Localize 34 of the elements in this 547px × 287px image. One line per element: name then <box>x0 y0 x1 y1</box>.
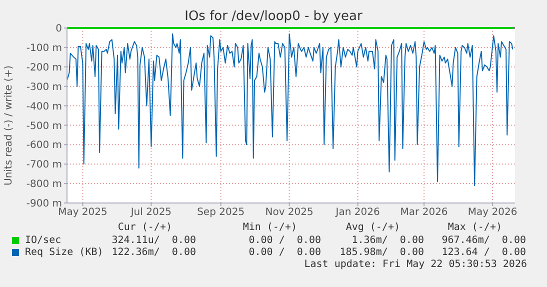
chart-title: IOs for /dev/loop0 - by year <box>184 9 364 24</box>
legend-label: IO/sec <box>25 235 62 246</box>
text: Max (-/+) <box>448 222 502 233</box>
legend-label: Req Size (KB) <box>25 247 104 258</box>
y-tick-label: -400 m <box>26 101 62 112</box>
text: Min (-/+) <box>242 222 297 233</box>
text: Last update: Fri May 22 05:30:53 2026 <box>304 259 527 270</box>
x-tick-label: Jan 2026 <box>334 207 380 218</box>
y-tick-label: -200 m <box>26 62 62 74</box>
x-tick-label: Nov 2025 <box>265 207 314 218</box>
text: Cur (-/+) <box>118 222 172 233</box>
text: 0.00 / 0.00 <box>248 235 321 246</box>
text: 185.98m/ 0.00 <box>340 247 424 258</box>
x-tick-label: May 2025 <box>58 207 108 218</box>
text: 0.00 / 0.00 <box>248 247 321 258</box>
text: 1.36m/ 0.00 <box>352 235 424 246</box>
text: 123.64 / 0.00 <box>442 247 526 258</box>
y-tick-label: -500 m <box>26 120 62 132</box>
x-tick-label: Sep 2025 <box>197 207 245 218</box>
text: 122.36m/ 0.00 <box>112 247 196 258</box>
x-tick-label: Mar 2026 <box>400 207 448 218</box>
y-tick-label: -100 m <box>26 42 62 54</box>
y-tick-label: -600 m <box>26 140 62 152</box>
text: 324.11u/ 0.00 <box>112 235 196 246</box>
y-axis-title: Units read (-) / write (+) <box>4 65 15 186</box>
y-tick-label: -700 m <box>26 160 62 171</box>
text: 967.46m/ 0.00 <box>442 235 526 246</box>
x-tick-label: Jul 2025 <box>130 207 172 218</box>
text: Avg (-/+) <box>346 222 400 233</box>
line-series <box>66 33 514 186</box>
y-tick-label: -300 m <box>26 82 62 93</box>
x-tick-label: May 2026 <box>468 207 518 218</box>
y-tick-label: 0 <box>56 24 62 35</box>
y-tick-label: -800 m <box>26 179 62 190</box>
